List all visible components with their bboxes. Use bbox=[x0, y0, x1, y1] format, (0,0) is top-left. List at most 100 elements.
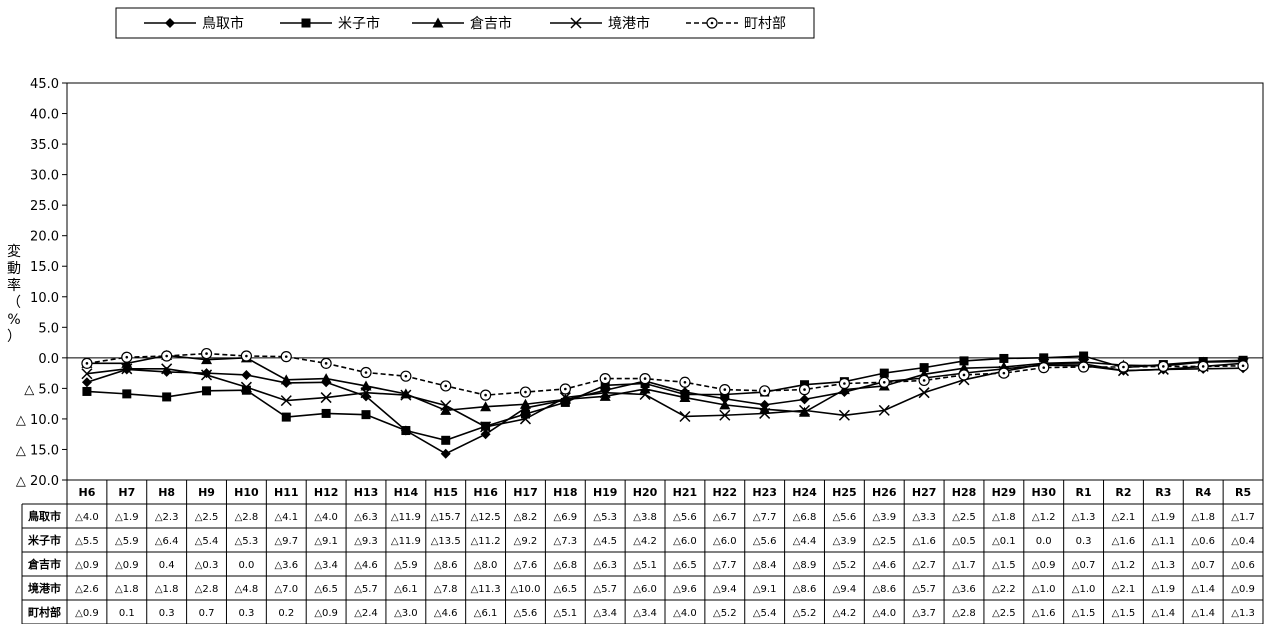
x-tick-label: R1 bbox=[1076, 486, 1092, 499]
marker-triangle bbox=[360, 380, 372, 391]
data-point bbox=[1077, 361, 1090, 373]
table-cell: △3.4 bbox=[593, 608, 617, 619]
table-cell: △4.8 bbox=[235, 584, 259, 595]
data-point bbox=[480, 429, 491, 440]
data-point bbox=[161, 350, 173, 362]
table-cell: △9.4 bbox=[833, 584, 857, 595]
data-point bbox=[958, 369, 970, 381]
table-cell: △1.3 bbox=[1152, 560, 1176, 571]
data-point bbox=[919, 363, 929, 373]
table-cell: △8.2 bbox=[514, 512, 538, 523]
marker-circle-dot bbox=[763, 389, 766, 393]
marker-circle-dot bbox=[1162, 365, 1165, 368]
marker-diamond bbox=[81, 377, 92, 388]
table-cell: △4.1 bbox=[274, 512, 298, 523]
table-cell: △1.6 bbox=[1032, 608, 1056, 619]
marker-x-b bbox=[719, 409, 731, 421]
data-point bbox=[759, 385, 771, 397]
marker-circle-dot bbox=[1082, 365, 1085, 369]
marker-square bbox=[361, 410, 371, 420]
x-tick-label: R5 bbox=[1235, 486, 1251, 499]
table-cell: △5.5 bbox=[75, 536, 99, 547]
marker-triangle bbox=[559, 393, 571, 404]
marker-circle-dot bbox=[922, 379, 926, 382]
table-cell: △5.6 bbox=[673, 512, 697, 523]
table-cell: △5.9 bbox=[115, 536, 139, 547]
table-cell: △5.7 bbox=[354, 584, 378, 595]
table-cell: △4.0 bbox=[872, 608, 896, 619]
table-cell: △8.4 bbox=[753, 560, 777, 571]
data-point bbox=[520, 409, 530, 419]
legend-item: 鳥取市 bbox=[144, 15, 244, 32]
y-axis-ticks: 45.0 40.0 35.0 30.0 25.0 20.0 15.0 10.0 5.0 0.0 △ … bbox=[16, 77, 67, 489]
table-cell: △1.1 bbox=[1152, 536, 1176, 547]
table-cell: △11.9 bbox=[391, 536, 421, 547]
marker-x-b bbox=[400, 389, 412, 401]
table-cell: △0.9 bbox=[115, 560, 139, 571]
data-point bbox=[879, 368, 889, 378]
table-cell: △1.8 bbox=[1191, 512, 1215, 523]
x-tick-label: H24 bbox=[792, 486, 817, 499]
y-tick-label: △ 20.0 bbox=[16, 474, 59, 489]
y-tick-label: 15.0 bbox=[30, 260, 59, 275]
x-tick-label: R3 bbox=[1155, 486, 1171, 499]
table-cell: △1.9 bbox=[1152, 584, 1176, 595]
table-cell: △1.4 bbox=[1152, 608, 1176, 619]
table-row-label: 町村部 bbox=[28, 605, 61, 619]
series-layer bbox=[81, 347, 1249, 459]
legend-item: 倉吉市 bbox=[412, 15, 512, 32]
table-row-label: 米子市 bbox=[27, 533, 61, 547]
marker-triangle bbox=[599, 390, 611, 401]
table-cell: △4.2 bbox=[833, 608, 857, 619]
data-point bbox=[519, 398, 531, 409]
table-cell: △7.8 bbox=[434, 584, 458, 595]
table-cell: △13.5 bbox=[431, 536, 461, 547]
table-cell: △3.4 bbox=[633, 608, 657, 619]
x-tick-label: H18 bbox=[553, 486, 578, 499]
marker-x-b bbox=[639, 388, 651, 401]
table-cell: △2.5 bbox=[952, 512, 976, 523]
marker-x-b bbox=[918, 387, 930, 399]
table-cell: △6.8 bbox=[793, 512, 817, 523]
data-point bbox=[400, 370, 412, 382]
legend-label: 鳥取市 bbox=[202, 15, 244, 32]
marker-circle-dot bbox=[125, 355, 129, 359]
table-cell: △6.3 bbox=[354, 512, 378, 523]
data-point bbox=[361, 410, 371, 420]
table-cell: △7.0 bbox=[274, 584, 298, 595]
table-cell: △6.0 bbox=[673, 536, 697, 547]
marker-square bbox=[301, 18, 311, 28]
table-cell: △0.9 bbox=[75, 560, 99, 571]
table-cell: △5.2 bbox=[793, 608, 817, 619]
table-cell: △2.1 bbox=[1112, 584, 1136, 595]
data-point bbox=[759, 407, 771, 419]
legend-item: 米子市 bbox=[280, 15, 380, 32]
table-cell: △7.6 bbox=[514, 560, 538, 571]
marker-diamond bbox=[361, 391, 371, 402]
marker-x-b bbox=[320, 392, 332, 404]
y-axis-label-char: 動 bbox=[7, 261, 21, 277]
table-cell: △1.9 bbox=[1152, 512, 1176, 523]
marker-square bbox=[879, 368, 889, 378]
table-cell: △1.0 bbox=[1072, 584, 1096, 595]
y-axis-label-char: 変 bbox=[7, 243, 21, 260]
marker-x-b bbox=[201, 369, 213, 381]
data-point bbox=[200, 347, 213, 360]
data-point bbox=[599, 373, 611, 385]
data-point bbox=[1157, 360, 1169, 372]
table-cell: △2.5 bbox=[992, 608, 1016, 619]
marker-circle-dot bbox=[205, 352, 208, 355]
table-cell: △5.6 bbox=[753, 536, 777, 547]
table-cell: 0.0 bbox=[1036, 536, 1052, 547]
data-point bbox=[440, 399, 452, 412]
table-cell: △10.0 bbox=[510, 584, 540, 595]
y-axis-label-char: ） bbox=[7, 329, 21, 345]
marker-x-b bbox=[480, 421, 492, 433]
y-tick-label: 35.0 bbox=[30, 138, 59, 153]
table-cell: △5.1 bbox=[633, 560, 657, 571]
data-point bbox=[719, 399, 731, 410]
data-point bbox=[600, 380, 610, 390]
marker-x-b bbox=[799, 404, 811, 416]
data-point bbox=[161, 363, 173, 375]
marker-x-b bbox=[519, 413, 531, 425]
